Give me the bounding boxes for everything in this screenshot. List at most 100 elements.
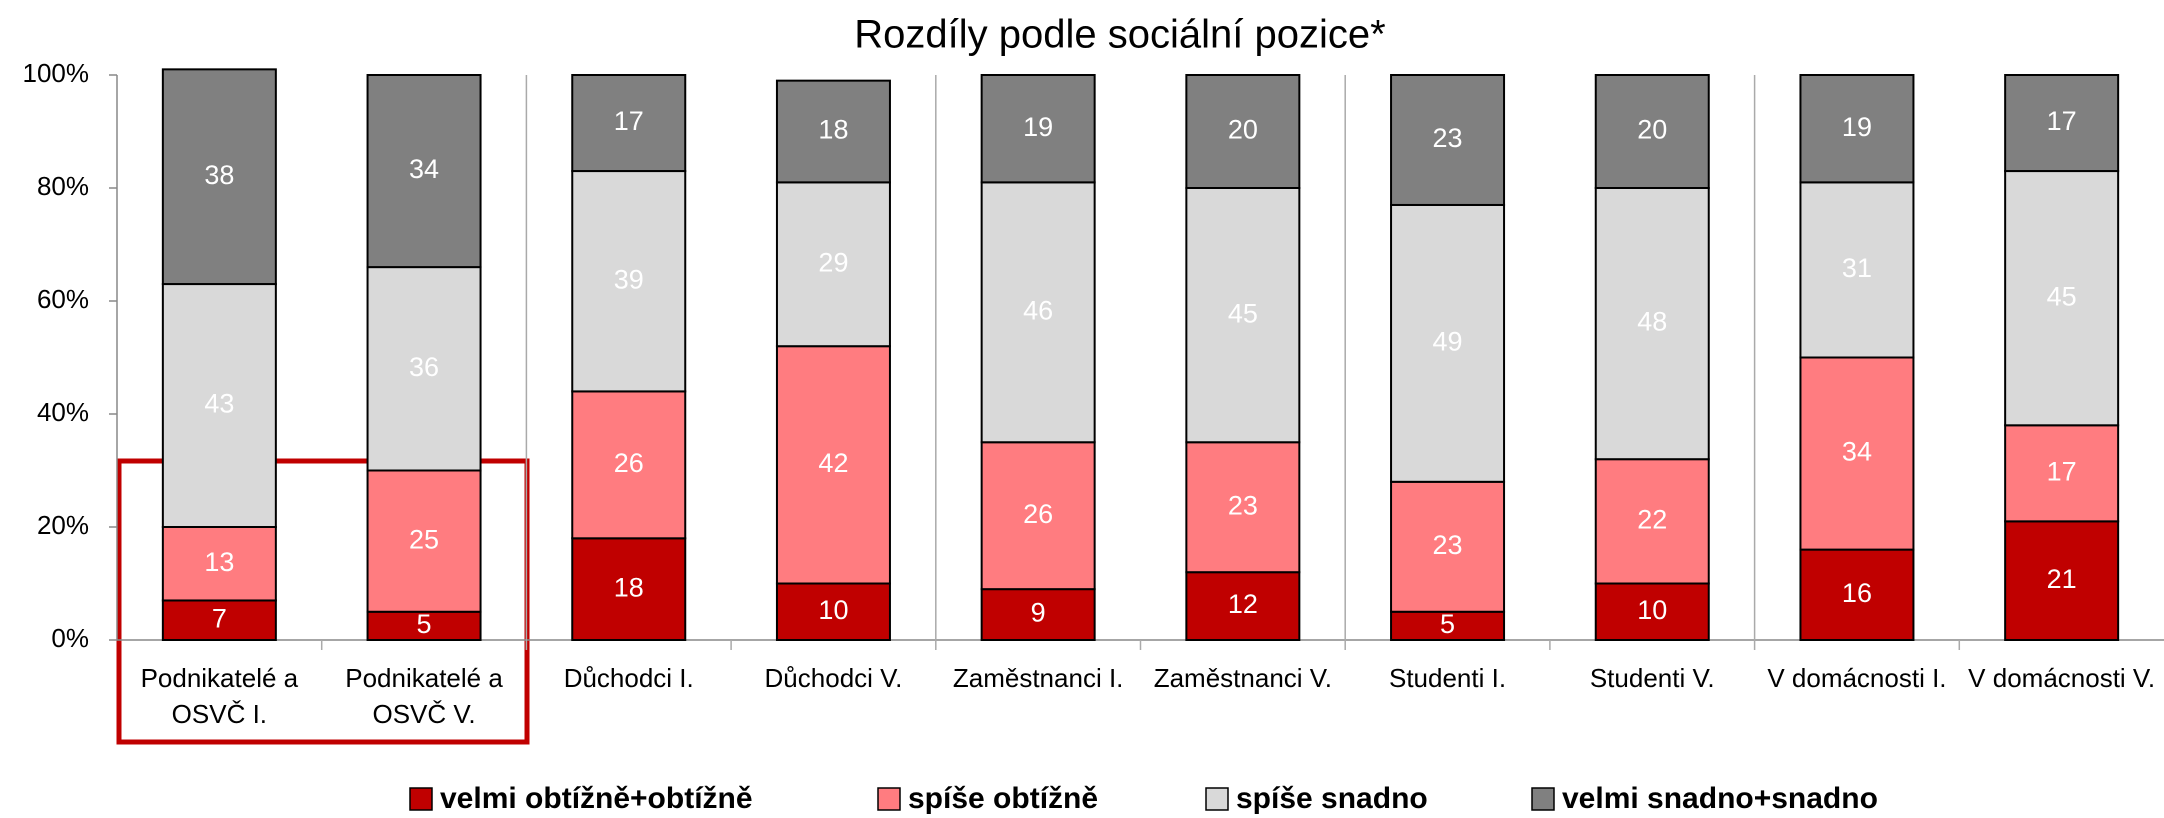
- value-label: 46: [1023, 295, 1053, 325]
- value-label: 34: [409, 154, 439, 184]
- bar-segment: [2004, 170, 2120, 427]
- value-label: 10: [818, 595, 848, 625]
- value-label: 22: [1637, 504, 1667, 534]
- value-label: 23: [1433, 530, 1463, 560]
- value-label: 17: [2047, 106, 2077, 136]
- legend-label: spíše snadno: [1236, 782, 1428, 815]
- x-tick-label: Podnikatelé a OSVČ I.: [140, 663, 299, 729]
- bar-segment: [980, 74, 1096, 184]
- value-label: 7: [212, 603, 227, 633]
- bar-segment: [1799, 548, 1915, 641]
- bar-segment: [161, 68, 277, 286]
- bar-segment: [366, 74, 482, 269]
- x-tick-label: Studenti V.: [1589, 663, 1715, 693]
- bar-segment: [161, 526, 277, 602]
- value-label: 31: [1842, 253, 1872, 283]
- bar-segment: [161, 283, 277, 528]
- bar-segment: [1185, 441, 1301, 574]
- bar-segment: [775, 181, 891, 348]
- bar-segment: [775, 582, 891, 641]
- x-tick-label: V domácnosti I.: [1767, 663, 1947, 693]
- bar-segment: [980, 181, 1096, 444]
- value-label: 19: [1023, 112, 1053, 142]
- value-label: 18: [614, 572, 644, 602]
- bar-segment: [571, 537, 687, 641]
- y-tick-label: 40%: [37, 397, 89, 427]
- value-label: 12: [1228, 589, 1258, 619]
- x-tick-label: Zaměstnanci V.: [1153, 663, 1332, 693]
- bar-segment: [1594, 187, 1710, 461]
- value-label: 43: [204, 389, 234, 419]
- bar-segment: [366, 266, 482, 472]
- value-label: 23: [1228, 490, 1258, 520]
- value-label: 19: [1842, 112, 1872, 142]
- value-label: 25: [409, 524, 439, 554]
- x-tick-label: Studenti I.: [1388, 663, 1507, 693]
- value-label: 18: [818, 115, 848, 145]
- bar-segment: [366, 469, 482, 613]
- value-label: 39: [614, 264, 644, 294]
- bar-segment: [1799, 181, 1915, 359]
- y-tick-label: 100%: [23, 58, 90, 88]
- value-label: 10: [1637, 595, 1667, 625]
- y-tick-label: 60%: [37, 284, 89, 314]
- legend-swatch: [877, 787, 901, 811]
- bar-segment: [775, 79, 891, 184]
- x-tick-label: Zaměstnanci I.: [952, 663, 1124, 693]
- bar-segment: [571, 170, 687, 393]
- value-label: 20: [1228, 115, 1258, 145]
- bar-segment: [2004, 74, 2120, 173]
- value-label: 23: [1433, 123, 1463, 153]
- value-label: 45: [2047, 281, 2077, 311]
- bar-segment: [1594, 582, 1710, 641]
- y-tick-label: 20%: [37, 510, 89, 540]
- bar-segment: [980, 588, 1096, 642]
- value-label: 26: [614, 448, 644, 478]
- value-label: 16: [1842, 578, 1872, 608]
- bar-segment: [1799, 74, 1915, 184]
- bar-segment: [775, 345, 891, 585]
- value-label: 17: [614, 106, 644, 136]
- bar-segment: [571, 74, 687, 173]
- value-label: 49: [1433, 327, 1463, 357]
- bar-segment: [1185, 74, 1301, 189]
- y-tick-label: 0%: [51, 623, 89, 653]
- value-label: 13: [204, 547, 234, 577]
- value-label: 21: [2047, 564, 2077, 594]
- value-label: 48: [1637, 307, 1667, 337]
- x-tick-label: Důchodci V.: [764, 663, 903, 693]
- bar-segment: [1594, 458, 1710, 585]
- bar-segment: [161, 599, 277, 642]
- value-label: 26: [1023, 499, 1053, 529]
- value-label: 20: [1637, 115, 1667, 145]
- legend-swatch: [1205, 787, 1229, 811]
- value-label: 34: [1842, 437, 1872, 467]
- legend-swatch: [409, 787, 433, 811]
- legend-swatch: [1531, 787, 1555, 811]
- bar-segment: [1390, 480, 1506, 613]
- bar-segment: [1594, 74, 1710, 189]
- x-tick-label: V domácnosti V.: [1968, 663, 2156, 693]
- x-tick-label: Podnikatelé a OSVČ V.: [345, 663, 503, 729]
- bar-segment: [1390, 610, 1506, 641]
- value-label: 45: [1228, 298, 1258, 328]
- value-label: 5: [417, 609, 432, 639]
- value-label: 36: [409, 352, 439, 382]
- bar-segment: [571, 390, 687, 540]
- legend-label: spíše obtížně: [908, 782, 1098, 815]
- legend-label: velmi obtížně+obtížně: [440, 782, 753, 815]
- y-tick-label: 80%: [37, 171, 89, 201]
- legend-label: velmi snadno+snadno: [1562, 782, 1878, 815]
- bar-segment: [1185, 187, 1301, 444]
- value-label: 29: [818, 247, 848, 277]
- value-label: 42: [818, 448, 848, 478]
- x-tick-label: Důchodci I.: [563, 663, 694, 693]
- value-label: 17: [2047, 456, 2077, 486]
- value-label: 38: [204, 160, 234, 190]
- value-label: 5: [1440, 609, 1455, 639]
- bar-segment: [1390, 74, 1506, 206]
- value-label: 9: [1031, 598, 1046, 628]
- bar-segment: [980, 441, 1096, 591]
